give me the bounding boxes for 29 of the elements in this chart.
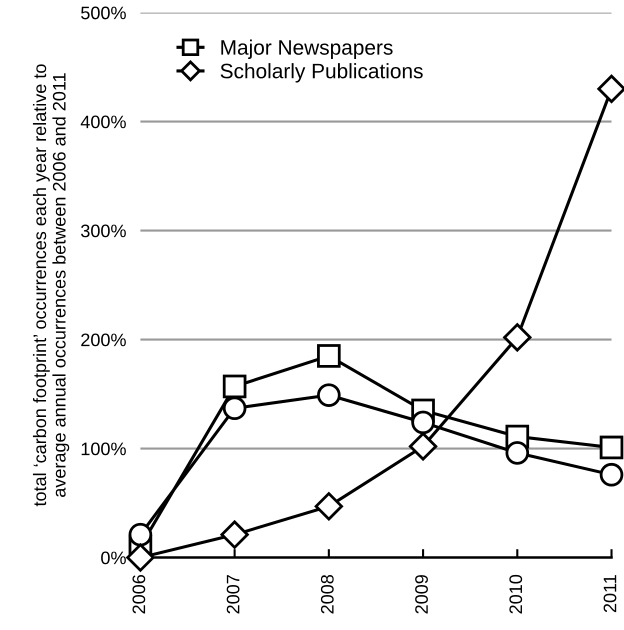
point (503, 323, 532, 352)
x-tick-label: 2006 (132, 575, 146, 614)
point (408, 432, 438, 461)
point (220, 520, 249, 549)
y-tick-label: 200% (81, 334, 126, 346)
y-tick-label: 500% (81, 6, 126, 20)
x-tick-label: 2010 (509, 574, 522, 614)
x-tick-label: 2008 (320, 575, 334, 614)
y-axis-title: total ‘carbon footprint’ occurrences each year relative to average annual occurrences between 2006 and 2011 (32, 64, 70, 506)
x-tick-label: 2009 (415, 575, 428, 614)
point (411, 410, 435, 434)
point (126, 543, 155, 572)
legend-label: Major Newspapers (221, 40, 393, 59)
point (222, 374, 246, 398)
point (314, 492, 344, 520)
point (128, 522, 152, 546)
y-tick-label: 400% (80, 116, 126, 128)
point (222, 396, 246, 420)
legend-label: Scholarly Publications (220, 63, 423, 83)
point (600, 462, 624, 487)
y-tick-label: 300% (81, 224, 126, 238)
y-tick-label: 0% (101, 551, 126, 564)
point (317, 383, 341, 407)
point (317, 344, 341, 368)
y-tick-label: 100% (82, 442, 126, 456)
x-tick-label: 2007 (226, 575, 240, 614)
point (600, 436, 624, 460)
point (505, 441, 530, 465)
x-tick-label: 2011 (604, 575, 616, 612)
